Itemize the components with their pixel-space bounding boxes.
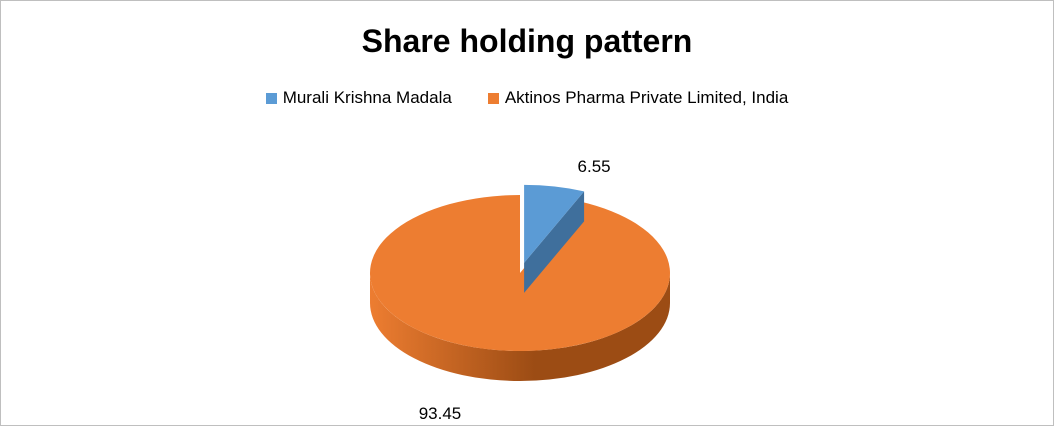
pie-slice-aktinos [369,194,670,351]
data-label-murali: 6.55 [578,157,611,176]
data-label-aktinos: 93.45 [419,404,462,423]
chart-legend: Murali Krishna Madala Aktinos Pharma Pri… [1,88,1053,108]
chart-title: Share holding pattern [361,23,693,59]
pie-side-aktinos [370,273,670,381]
legend-label-aktinos: Aktinos Pharma Private Limited, India [504,88,789,107]
legend-item-aktinos: Aktinos Pharma Private Limited, India [487,88,789,108]
legend-swatch-murali [265,92,277,104]
legend-swatch-aktinos [487,92,499,104]
pie-slice-murali [524,184,585,263]
legend-label-murali: Murali Krishna Madala [282,88,452,107]
pie-cut-murali [524,191,585,293]
legend-item-murali: Murali Krishna Madala [265,88,452,108]
